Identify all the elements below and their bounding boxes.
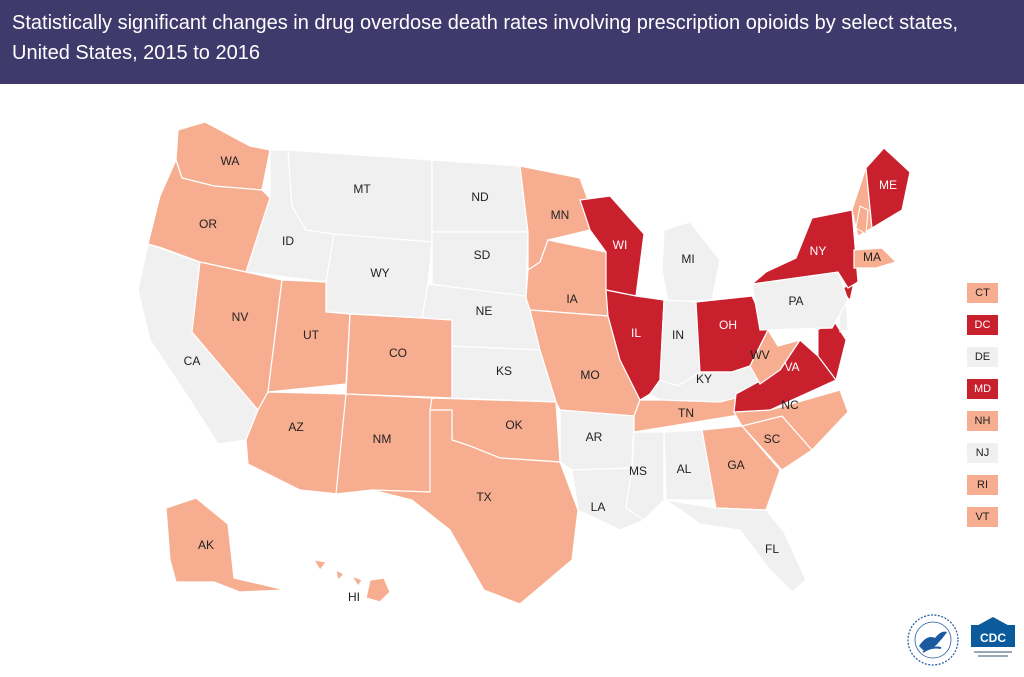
legend-md[interactable]: MD [966, 378, 999, 400]
state-label-nm: NM [373, 432, 392, 446]
state-label-va: VA [784, 360, 799, 374]
state-label-ak: AK [198, 538, 214, 552]
small-state-shape-increase-4 [313, 559, 327, 571]
legend-dc[interactable]: DC [966, 314, 999, 336]
cdc-logo: CDC [968, 615, 1018, 665]
state-label-wi: WI [613, 238, 628, 252]
state-tx[interactable] [371, 409, 579, 605]
state-label-ne: NE [476, 304, 493, 318]
state-label-in: IN [672, 328, 684, 342]
state-ak[interactable] [165, 497, 287, 593]
legend-de[interactable]: DE [966, 346, 999, 368]
state-label-ok: OK [505, 418, 522, 432]
state-label-la: LA [591, 500, 606, 514]
small-state-shape-increase-6 [350, 574, 363, 587]
state-label-nc: NC [781, 398, 799, 412]
state-label-nd: ND [471, 190, 489, 204]
state-label-ut: UT [303, 328, 320, 342]
state-label-ar: AR [586, 430, 603, 444]
us-map-svg: WA OR CA NV ID MT WY UT CO AZ NM ND SD NE KS OK TX MN IA MO… [137, 121, 911, 605]
us-map: WA OR CA NV ID MT WY UT CO AZ NM ND SD NE KS OK TX MN IA MO… [0, 84, 1024, 672]
state-label-co: CO [389, 346, 407, 360]
small-state-shape-increase-5 [335, 569, 345, 582]
state-label-ga: GA [727, 458, 744, 472]
state-label-hi: HI [348, 590, 360, 604]
state-label-mt: MT [353, 182, 371, 196]
state-ma[interactable] [853, 247, 898, 269]
state-label-oh: OH [719, 318, 737, 332]
state-ga[interactable] [701, 425, 781, 511]
state-label-pa: PA [788, 294, 803, 308]
state-label-sd: SD [474, 248, 491, 262]
state-label-mn: MN [551, 208, 570, 222]
legend-nh[interactable]: NH [966, 410, 999, 432]
state-label-nv: NV [232, 310, 249, 324]
state-label-ma: MA [863, 250, 881, 264]
state-label-wy: WY [370, 266, 389, 280]
legend-ri[interactable]: RI [966, 474, 999, 496]
state-label-mo: MO [580, 368, 599, 382]
state-az[interactable] [245, 391, 347, 495]
state-label-wv: WV [750, 348, 769, 362]
state-label-wa: WA [221, 154, 240, 168]
state-label-tx: TX [476, 490, 491, 504]
map-title: Statistically significant changes in dru… [0, 0, 1024, 84]
state-label-ms: MS [629, 464, 647, 478]
state-label-al: AL [677, 462, 692, 476]
state-label-fl: FL [765, 542, 779, 556]
state-label-ia: IA [566, 292, 577, 306]
state-ny[interactable] [750, 209, 859, 289]
state-label-ky: KY [696, 372, 712, 386]
state-label-ny: NY [810, 244, 827, 258]
state-label-mi: MI [681, 252, 694, 266]
state-label-ca: CA [184, 354, 201, 368]
svg-text:CDC: CDC [980, 631, 1006, 645]
legend-vt[interactable]: VT [966, 506, 999, 528]
state-fl[interactable] [665, 499, 807, 593]
state-label-me: ME [879, 178, 897, 192]
state-hi[interactable] [365, 577, 391, 603]
state-label-az: AZ [288, 420, 303, 434]
state-me[interactable] [865, 147, 911, 230]
state-label-il: IL [631, 326, 641, 340]
state-in[interactable] [659, 299, 701, 387]
state-label-tn: TN [678, 406, 694, 420]
state-label-id: ID [282, 234, 294, 248]
state-label-or: OR [199, 217, 217, 231]
state-label-ks: KS [496, 364, 512, 378]
small-state-shape-increase-1 [855, 205, 869, 235]
state-nc[interactable] [732, 389, 849, 451]
hhs-logo [905, 612, 961, 668]
legend-ct[interactable]: CT [966, 282, 999, 304]
legend-nj[interactable]: NJ [966, 442, 999, 464]
state-label-sc: SC [764, 432, 781, 446]
